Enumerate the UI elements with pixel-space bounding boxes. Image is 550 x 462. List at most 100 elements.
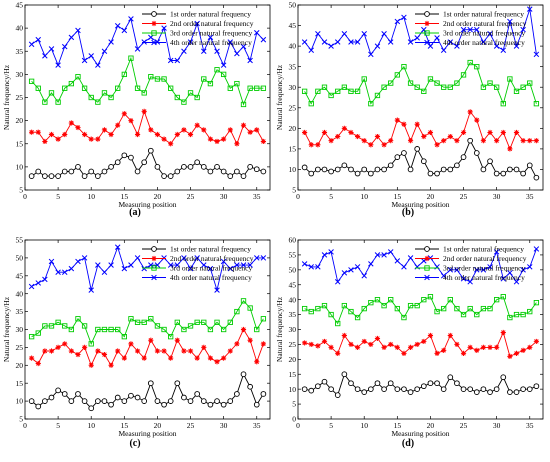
panel-b-series-4-point	[460, 26, 467, 33]
panel-b-series-1-point	[407, 166, 414, 173]
panel-b-x-tick-label: 35	[526, 192, 534, 201]
panel-d-series-4-point	[447, 267, 454, 273]
panel-d-series-4-point	[454, 267, 460, 273]
panel-d-series-3-point	[388, 297, 394, 303]
panel-a-series-3-point	[128, 55, 134, 61]
panel-d-series-2-point	[507, 353, 513, 359]
panel-a-series-2-point	[221, 136, 227, 142]
panel-a-legend-label: 3rd order natural frequency	[170, 29, 253, 38]
panel-d-series-4-point	[533, 246, 540, 252]
panel-b-series-2-point	[414, 121, 420, 127]
panel-a-series-3-point	[154, 76, 161, 82]
panel-a-legend-marker	[151, 39, 157, 46]
panel-b-series-2-point	[533, 138, 539, 144]
panel-c-series-3-point	[81, 323, 88, 329]
panel-d-series-3-point	[487, 305, 493, 312]
panel-a-series-2-point	[214, 138, 220, 145]
panel-b-series-2-point	[348, 129, 354, 136]
panel-c-series-4-point	[167, 262, 174, 268]
panel-c-series-3-point	[115, 326, 121, 333]
panel-d-series-1-point	[414, 386, 421, 393]
panel-d-series-2-point	[460, 350, 467, 356]
panel-a-series-4-point	[95, 62, 101, 68]
panel-b-x-axis-label: Measuring position	[391, 200, 449, 209]
panel-b-series-1-point	[301, 164, 308, 171]
panel-d-series-3-point	[308, 308, 314, 315]
panel-d-series-2-point	[328, 344, 334, 350]
panel-c-series-1-point	[214, 398, 220, 404]
panel-c-legend-marker	[151, 255, 157, 262]
panel-c-series-1-point	[48, 394, 55, 401]
panel-d-series-2-point	[467, 344, 473, 350]
panel-c-series-1-point	[181, 394, 187, 401]
panel-a-legend-marker	[151, 30, 157, 36]
panel-a-series-4	[28, 16, 267, 68]
panel-a-series-4-point	[181, 48, 187, 55]
panel-a-y-tick-label: 15	[16, 139, 24, 148]
panel-c-series-4-point	[61, 269, 68, 275]
panel-c-x-tick-label: 10	[87, 421, 95, 430]
panel-d-series-2-point	[434, 350, 440, 356]
panel-b-series-4-point	[414, 35, 420, 41]
panel-c-series-2-point	[187, 348, 194, 354]
panel-c-series-4-point	[220, 258, 227, 265]
panel-a-x-tick-label: 0	[23, 192, 27, 201]
panel-b-series-2-point	[321, 129, 328, 136]
panel-d-series-1-point	[354, 386, 361, 393]
panel-d-legend-label: 4th order natural frequency	[443, 273, 525, 282]
panel-c-series-3-point	[68, 326, 75, 333]
panel-c-y-tick-label: 55	[16, 236, 24, 245]
panel-d-series-4-point	[513, 279, 520, 285]
panel-d-series-3-point	[520, 311, 526, 318]
panel-b-series-2-point	[434, 142, 440, 148]
panel-a-series-3-point	[207, 80, 214, 87]
panel-b-series-1-point	[394, 154, 401, 160]
panel-b-series-2-point	[527, 138, 533, 144]
panel-b-series-2-point	[315, 142, 321, 148]
panel-c-series-1-point	[81, 398, 88, 404]
panel-a-series-3-point	[55, 99, 61, 105]
panel-c-series-2-point	[181, 348, 187, 354]
panel-c-series-3-point	[227, 319, 233, 325]
panel-b-y-tick-label: 45	[289, 21, 297, 30]
panel-c-series-3-point	[168, 334, 174, 340]
panel-c-series-1-point	[61, 391, 68, 397]
panel-d-series-3-point	[381, 302, 387, 309]
panel-d-series-3-point	[533, 300, 540, 306]
panel-a-series-3-point	[35, 85, 41, 91]
panel-b-plot-frame	[297, 4, 544, 191]
panel-b-series-1-point	[354, 170, 361, 177]
panel-a-y-tick-label: 45	[16, 1, 24, 10]
panel-c-legend-marker	[151, 265, 157, 271]
panel-c-series-4-point	[207, 265, 214, 272]
panel-a-series-3-point	[148, 74, 154, 80]
panel-d-series-4-point	[467, 279, 473, 285]
panel-d-series-2-point	[494, 344, 500, 350]
panel-a-series-1-point	[187, 164, 194, 170]
panel-b-series-2-point	[308, 142, 314, 148]
panel-c-series-3-point	[88, 341, 94, 347]
panel-d-series-1-point	[467, 386, 474, 393]
panel-a-series-4-point	[81, 57, 88, 64]
panel-a-series-1-point	[141, 159, 148, 166]
panel-c-series-3-point	[201, 319, 207, 325]
panel-c-series-4-point	[128, 262, 134, 268]
panel-d-series-3-line	[304, 296, 537, 325]
panel-a-series-1-point	[48, 173, 55, 179]
panel-c-series-4-point	[161, 255, 167, 261]
panel-c-series-1-point	[141, 398, 148, 404]
panel-a-series-4-point	[214, 48, 220, 55]
panel-b-series-1-point	[480, 166, 487, 173]
panel-b-series-2-point	[441, 138, 447, 144]
panel-d-series-2-point	[361, 338, 367, 345]
panel-b-series-2-point	[341, 125, 347, 131]
panel-a-series-3-point	[28, 78, 35, 84]
panel-b-series-1-point	[387, 162, 394, 169]
panel-c-x-tick-label: 35	[253, 421, 261, 430]
panel-a-x-tick-label: 35	[253, 192, 261, 201]
panel-d-series-4-point	[361, 273, 367, 279]
panel-a-series-4-point	[148, 34, 154, 41]
panel-a-series-1-point	[28, 173, 35, 179]
panel-c-series-4-point	[247, 262, 253, 268]
panel-a-series-2-point	[187, 131, 194, 138]
